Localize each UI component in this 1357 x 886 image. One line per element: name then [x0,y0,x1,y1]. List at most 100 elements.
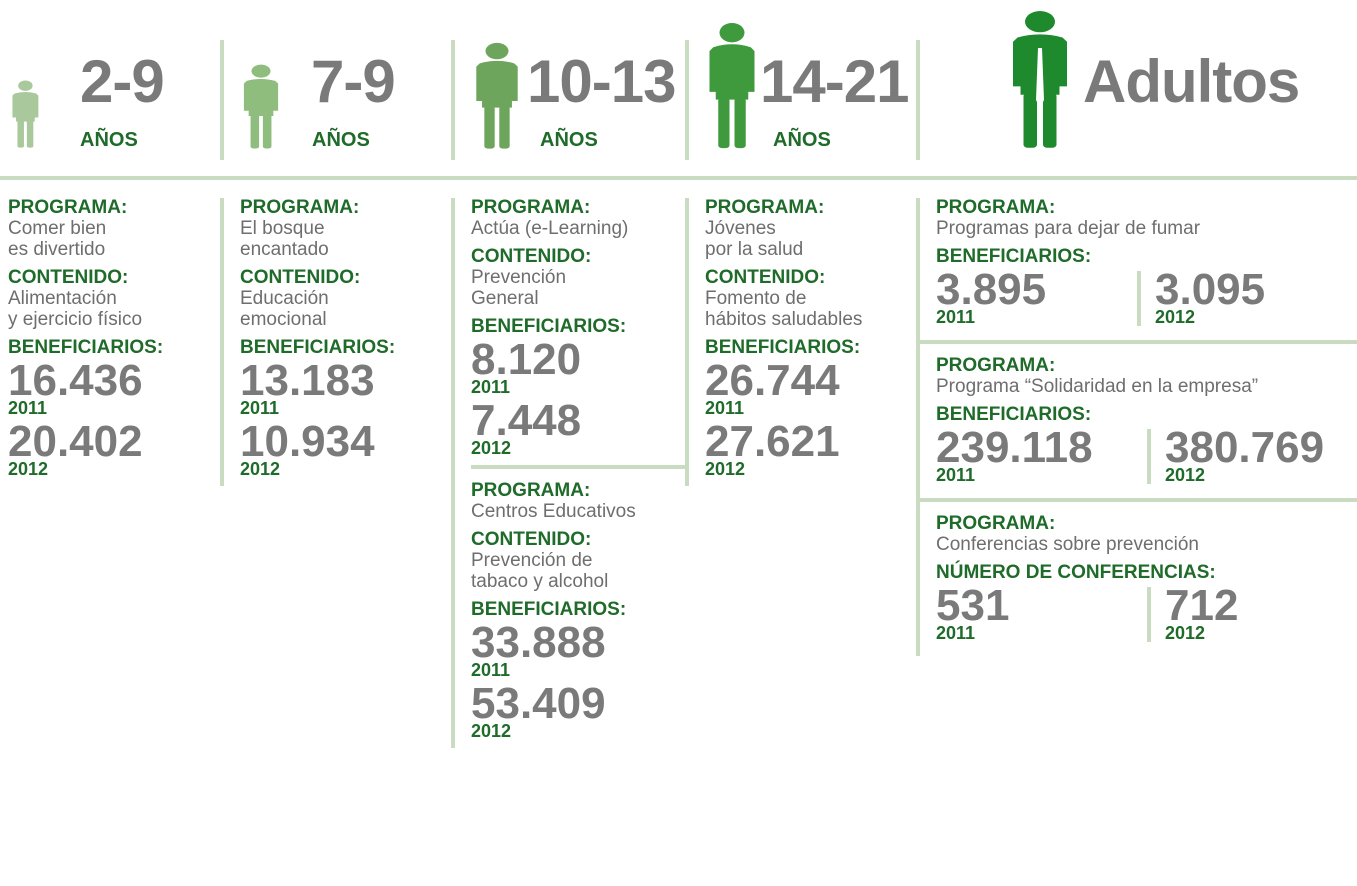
field-text: emocional [240,309,327,330]
field-label: CONTENIDO: [471,246,592,267]
age-range: 10-13 [527,48,676,115]
field-label: PROGRAMA: [8,197,128,218]
field-text: General [471,288,539,309]
program: PROGRAMA: Conferencias sobre prevención NÚ… [916,498,1357,648]
field-label: BENEFICIARIOS: [471,599,627,620]
field: BENEFICIARIOS: 16.436 2011 20.402 2012 [8,338,213,479]
field-text: hábitos saludables [705,309,863,330]
field-text: Prevención [471,267,567,288]
figure: 7.448 2012 [471,396,685,458]
figures: 26.744 2011 27.621 2012 [705,356,919,479]
program: PROGRAMA: Programas para dejar de fumar BE… [936,198,1356,332]
field: PROGRAMA: Comer bien es divertido [8,197,213,261]
divider [451,40,455,160]
figure-value: 20.402 [8,417,143,466]
field: PROGRAMA: Programa “Solidaridad en la emp… [936,355,1357,398]
field-label: PROGRAMA: [240,197,360,218]
field: CONTENIDO: Educación emocional [240,268,445,331]
field: CONTENIDO: Fomento de hábitos saludables [705,267,919,331]
field: CONTENIDO: Alimentación y ejercicio físico [8,267,213,331]
figure: 26.744 2011 [705,356,919,418]
divider [685,40,689,160]
figure-value: 380.769 [1165,423,1325,472]
figure-year: 2011 [471,660,511,680]
figure: 239.118 2011 [936,423,1147,485]
field-text: Programas para dejar de fumar [936,218,1201,239]
figure-value: 10.934 [240,417,375,466]
figure-value: 239.118 [936,423,1093,472]
column: PROGRAMA: Comer bien es divertido CONTENIDO… [8,198,213,486]
program: PROGRAMA: El bosque encantado CONTENIDO: Edu… [240,197,445,479]
child-icon [12,80,39,148]
age-unit: AÑOS [773,129,831,151]
field: CONTENIDO: Prevención de tabaco y alcohol [471,529,685,593]
field-text: y ejercicio físico [8,309,143,330]
field-text: Centros Educativos [471,501,636,522]
figure-value: 3.895 [936,265,1047,314]
field: CONTENIDO: Prevención General [471,246,685,310]
figures: 8.120 2011 7.448 2012 [471,335,685,458]
figure-year: 2011 [936,623,976,643]
column: PROGRAMA: Programas para dejar de fumar BE… [916,198,1357,656]
field-label: PROGRAMA: [936,355,1056,376]
field-label: PROGRAMA: [936,513,1056,534]
column: PROGRAMA: Actúa (e-Learning) CONTENIDO: Pre… [451,198,685,748]
field-label: BENEFICIARIOS: [936,246,1092,267]
teen-icon [476,42,518,149]
column: PROGRAMA: Jóvenes por la salud CONTENIDO: Fo… [685,198,919,486]
field-text: por la salud [705,239,804,260]
figure-value: 712 [1165,581,1239,630]
tie [1036,48,1044,108]
figures: 33.888 2011 53.409 2012 [471,621,685,741]
age-unit: AÑOS [312,129,370,151]
figure-value: 26.744 [705,356,840,405]
figure-year: 2011 [471,377,511,397]
field: PROGRAMA: Conferencias sobre prevención [936,513,1357,556]
program: PROGRAMA: Comer bien es divertido CONTENIDO… [8,197,213,479]
program: PROGRAMA: Programa “Solidaridad en la emp… [916,340,1357,490]
age-range: 14-21 [760,48,909,115]
field: BENEFICIARIOS: 8.120 2011 7.448 2012 [471,317,685,458]
figures: 16.436 2011 20.402 2012 [8,356,213,479]
field-label: PROGRAMA: [471,480,591,501]
figure-value: 53.409 [471,679,606,728]
figure-value: 27.621 [705,417,840,466]
figure-year: 2011 [240,398,280,418]
figure: 8.120 2011 [471,335,685,397]
figure-value: 7.448 [471,396,582,445]
program: PROGRAMA: Jóvenes por la salud CONTENIDO: Fo… [705,198,919,479]
figure-value: 13.183 [240,356,375,405]
figure: 531 2011 [936,581,1147,643]
field-label: CONTENIDO: [471,529,592,550]
field: PROGRAMA: El bosque encantado [240,197,445,261]
figure-value: 531 [936,581,1010,630]
field-text: es divertido [8,239,106,260]
field-text: Prevención de [471,550,593,571]
figure-year: 2012 [471,721,512,741]
field-text: Fomento de [705,288,807,309]
column: PROGRAMA: El bosque encantado CONTENIDO: Edu… [220,198,445,486]
age-icons [12,11,1067,149]
field: NÚMERO DE CONFERENCIAS: 531 2011 712 2012 [936,563,1357,648]
field-label: CONTENIDO: [705,267,826,288]
figure-year: 2012 [1155,307,1196,327]
field-label: BENEFICIARIOS: [705,337,861,358]
field: PROGRAMA: Actúa (e-Learning) [471,198,685,240]
figures: 13.183 2011 10.934 2012 [240,356,445,479]
field-label: CONTENIDO: [8,267,129,288]
figure: 53.409 2012 [471,679,685,741]
field: BENEFICIARIOS: 13.183 2011 10.934 2012 [240,338,445,479]
figure-value: 16.436 [8,356,143,405]
field-text: tabaco y alcohol [471,571,609,592]
field: PROGRAMA: Jóvenes por la salud [705,198,919,261]
figure: 10.934 2012 [240,417,445,479]
figure-value: 8.120 [471,335,582,384]
figures: 531 2011 712 2012 [936,581,1357,648]
figure: 3.895 2011 [936,265,1137,327]
figure: 13.183 2011 [240,356,445,418]
field: PROGRAMA: Programas para dejar de fumar [936,198,1356,240]
field-label: BENEFICIARIOS: [936,404,1092,425]
field: BENEFICIARIOS: 239.118 2011 380.769 2012 [936,405,1357,490]
field-text: Conferencias sobre prevención [936,534,1199,555]
